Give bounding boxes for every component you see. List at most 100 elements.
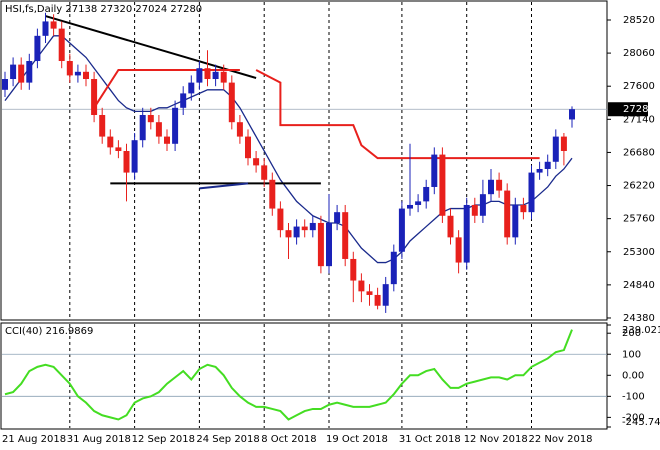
candle-body [479, 194, 486, 216]
candle-body [10, 64, 17, 80]
candle-body [439, 154, 446, 216]
candle-body [342, 212, 349, 259]
candle-body [34, 35, 41, 62]
candle-body [220, 71, 227, 83]
cci-line [4, 329, 573, 421]
y-tick-label: 28520 [623, 15, 655, 26]
candle-body [83, 71, 89, 80]
indicator-tick-label: 0.00 [622, 370, 644, 381]
indicator-tick-label: -200 [622, 412, 645, 423]
candle-body [253, 158, 260, 166]
candle-body [390, 251, 397, 285]
candle-body [115, 147, 122, 151]
trend-line [255, 69, 540, 160]
x-tick-label: 8 Oct 2018 [261, 434, 316, 445]
candle-body [139, 114, 146, 141]
y-tick-label: 26680 [623, 147, 655, 158]
candle-body [309, 222, 316, 231]
candle-body [99, 114, 106, 137]
candle-body [350, 258, 357, 281]
candle-body [544, 161, 551, 169]
chart-title: HSI,fs,Daily 27138 27320 27024 27280 [5, 4, 202, 15]
indicator-tick-label: 100 [622, 349, 641, 360]
candle-body [66, 61, 73, 76]
candle-body [382, 284, 389, 306]
candle-body [228, 82, 235, 123]
candle-body [236, 122, 243, 137]
candle-body [528, 172, 535, 213]
candle-body [334, 212, 341, 223]
candle-body [164, 136, 170, 144]
candle-body [431, 154, 438, 187]
candle-body [317, 222, 324, 267]
candle-body [504, 190, 511, 238]
candle-body [26, 61, 33, 83]
candle-body [455, 237, 462, 263]
candle-body [520, 204, 527, 213]
candle-body [212, 71, 219, 80]
candle-body [155, 122, 162, 137]
candle-body [2, 79, 8, 90]
price-label-box [608, 102, 648, 117]
trend-line [45, 15, 257, 79]
candle-body [560, 136, 567, 151]
candle-body [123, 150, 130, 173]
candle-body [488, 179, 494, 195]
candle-body [536, 168, 543, 173]
x-tick-label: 31 Aug 2018 [67, 434, 131, 445]
candle-body [269, 179, 276, 209]
candle-body [18, 64, 25, 83]
y-tick-label: 25300 [623, 247, 655, 258]
x-tick-label: 31 Oct 2018 [399, 434, 461, 445]
candle-body [471, 204, 478, 216]
candle-body [58, 28, 65, 62]
candle-body [326, 222, 332, 267]
x-tick-label: 19 Oct 2018 [326, 434, 388, 445]
candle-body [415, 201, 422, 205]
y-tick-label: 24840 [623, 280, 655, 291]
indicator-title: CCI(40) 216.9869 [5, 326, 93, 337]
x-tick-label: 12 Nov 2018 [464, 434, 528, 445]
candle-body [398, 208, 405, 252]
candle-body [423, 186, 430, 202]
candle-body [512, 204, 519, 238]
candle-body [107, 136, 114, 148]
x-tick-label: 24 Sep 2018 [196, 434, 259, 445]
y-tick-label: 28060 [623, 48, 655, 59]
candle-body [261, 165, 268, 180]
candle-body [180, 93, 187, 108]
indicator-tick-label: -245.740 [622, 417, 660, 428]
indicator-tick-label: -100 [622, 391, 645, 402]
candle-body [277, 208, 284, 231]
y-tick-label: 27600 [623, 81, 655, 92]
y-tick-label: 27140 [623, 114, 655, 125]
y-tick-label: 24380 [623, 313, 655, 324]
indicator-tick-label: 239.0215 [622, 325, 660, 336]
candle-body [374, 294, 381, 306]
candle-body [569, 109, 575, 120]
candle-body [131, 140, 138, 173]
candle-body [188, 82, 195, 94]
candle-body [463, 204, 470, 263]
candle-body [196, 68, 203, 83]
y-tick-label: 25760 [623, 214, 655, 225]
x-tick-label: 21 Aug 2018 [2, 434, 66, 445]
candle-body [172, 107, 179, 144]
indicator-panel [0, 322, 608, 430]
indicator-tick-label: 200 [622, 328, 641, 339]
candle-body [74, 71, 81, 76]
x-tick-label: 22 Nov 2018 [529, 434, 593, 445]
candle-body [301, 226, 308, 231]
candle-body [552, 136, 559, 162]
price-label: 27280 [623, 104, 655, 115]
candle-body [204, 68, 211, 80]
candle-body [496, 179, 503, 191]
candle-body [293, 226, 300, 238]
price-panel [0, 0, 608, 321]
candle-body [245, 136, 251, 159]
candle-body [358, 280, 365, 292]
candle-body [366, 291, 373, 295]
y-tick-label: 26220 [623, 181, 655, 192]
candle-body [147, 114, 154, 123]
